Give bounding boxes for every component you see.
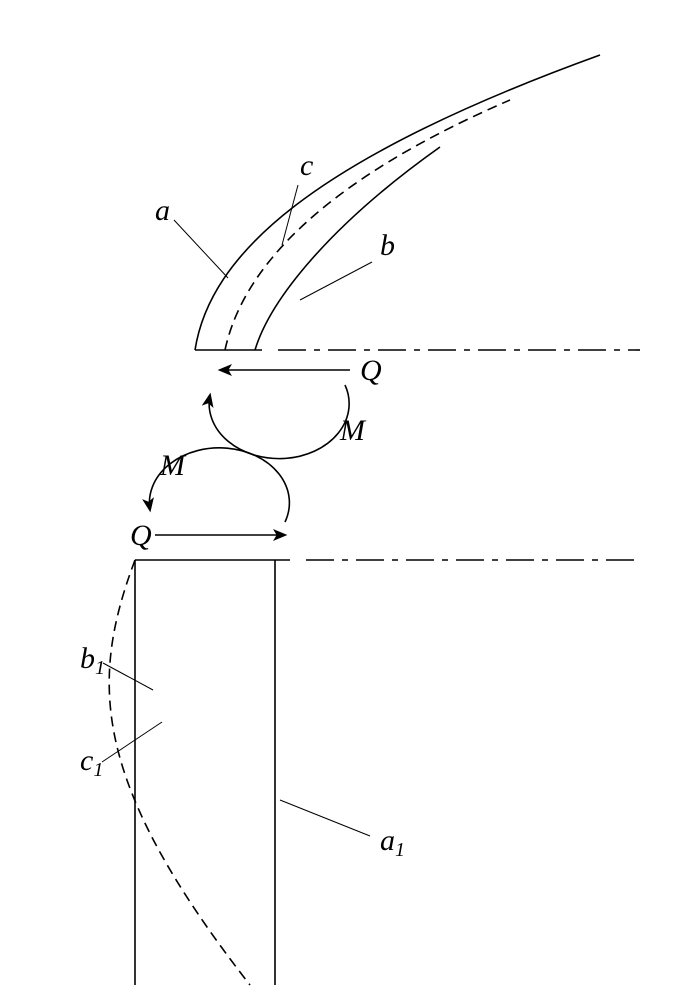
label-q-upper: Q	[360, 354, 382, 387]
label-m-upper: M	[339, 414, 367, 447]
leader-b	[300, 262, 372, 300]
curve-a	[195, 55, 600, 350]
curve-b	[255, 147, 440, 350]
leader-c1	[102, 722, 162, 762]
label-c1: c1	[80, 744, 103, 781]
leader-a1	[280, 800, 370, 836]
label-c1-sub: 1	[93, 759, 103, 781]
label-a1-sub: 1	[395, 839, 405, 861]
label-b1-sub: 1	[95, 657, 105, 679]
lower-figure: Q M a1 b1 c1	[80, 448, 640, 985]
curve-c1	[109, 560, 250, 985]
curve-c	[225, 100, 510, 350]
label-b: b	[380, 229, 395, 262]
label-q-lower: Q	[130, 519, 152, 552]
upper-figure: a b c Q M	[155, 55, 640, 459]
leader-b1	[103, 663, 153, 690]
label-b1-main: b	[80, 642, 95, 675]
moment-m-upper	[209, 385, 349, 459]
label-c: c	[300, 149, 313, 182]
label-b1: b1	[80, 642, 105, 679]
label-a1-main: a	[380, 824, 395, 857]
label-c1-main: c	[80, 744, 93, 777]
leader-a	[174, 220, 228, 278]
label-a: a	[155, 194, 170, 227]
label-m-lower: M	[159, 449, 187, 482]
label-a1: a1	[380, 824, 405, 861]
diagram-canvas: a b c Q M Q M a1 b1 c1	[0, 0, 697, 1000]
